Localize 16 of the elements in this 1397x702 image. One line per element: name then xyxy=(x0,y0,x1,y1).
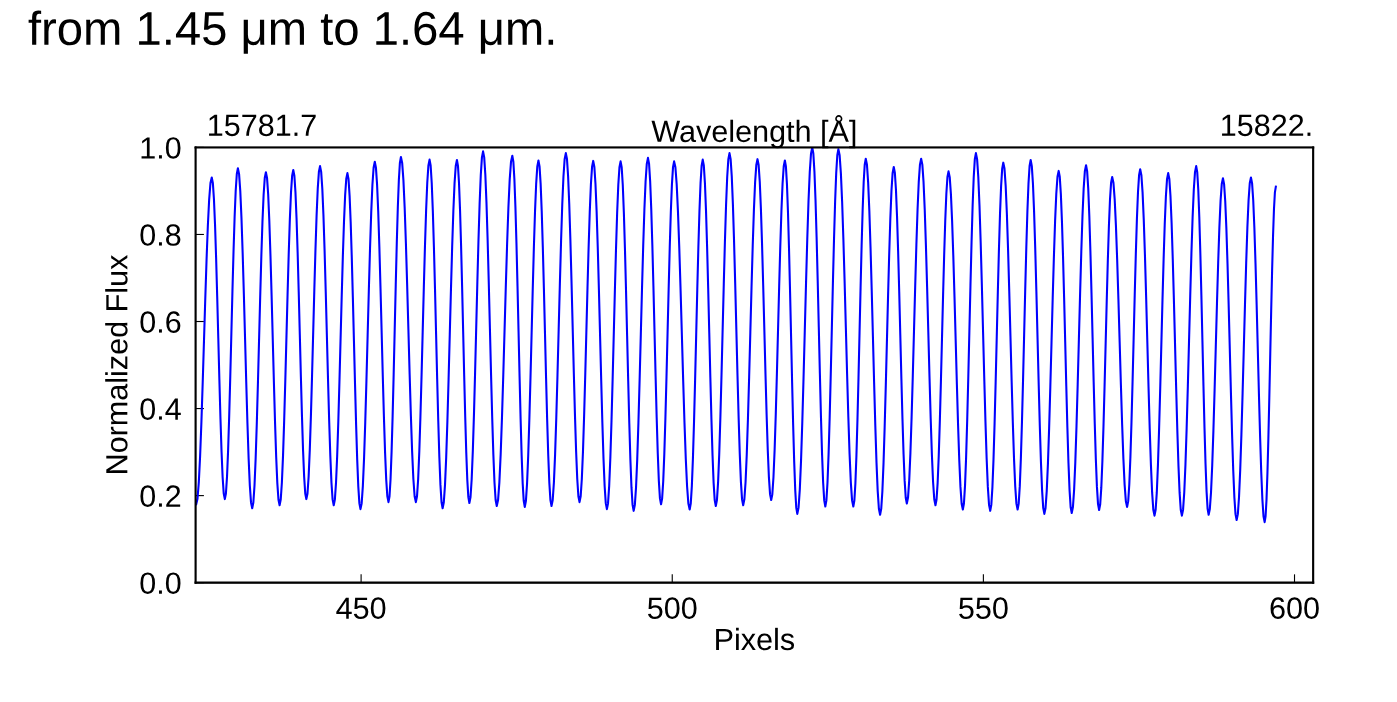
x-tick-label: 450 xyxy=(336,597,386,619)
x-tick-label: 550 xyxy=(959,597,1008,619)
x-tick-label: 500 xyxy=(647,597,697,619)
x2-axis-title: Wavelength [Å] xyxy=(651,115,856,149)
y-axis-title: Normalized Flux xyxy=(105,255,128,473)
chart-title: from 1.45 μm to 1.64 μm. xyxy=(28,10,554,54)
y-tick-label: 0.2 xyxy=(140,485,181,507)
y-tick-label: 0.0 xyxy=(140,572,181,595)
y-tick-label: 0.8 xyxy=(140,224,181,246)
y-tick-label: 0.6 xyxy=(140,311,181,333)
text: 15822. xyxy=(1222,114,1311,137)
text: 15781.7 xyxy=(209,114,316,137)
y-tick-label: 0.4 xyxy=(140,398,181,420)
x-axis-title: Pixels xyxy=(716,627,795,651)
y-tick-label: 1.0 xyxy=(141,137,181,159)
x-tick-label: 600 xyxy=(1270,597,1319,619)
